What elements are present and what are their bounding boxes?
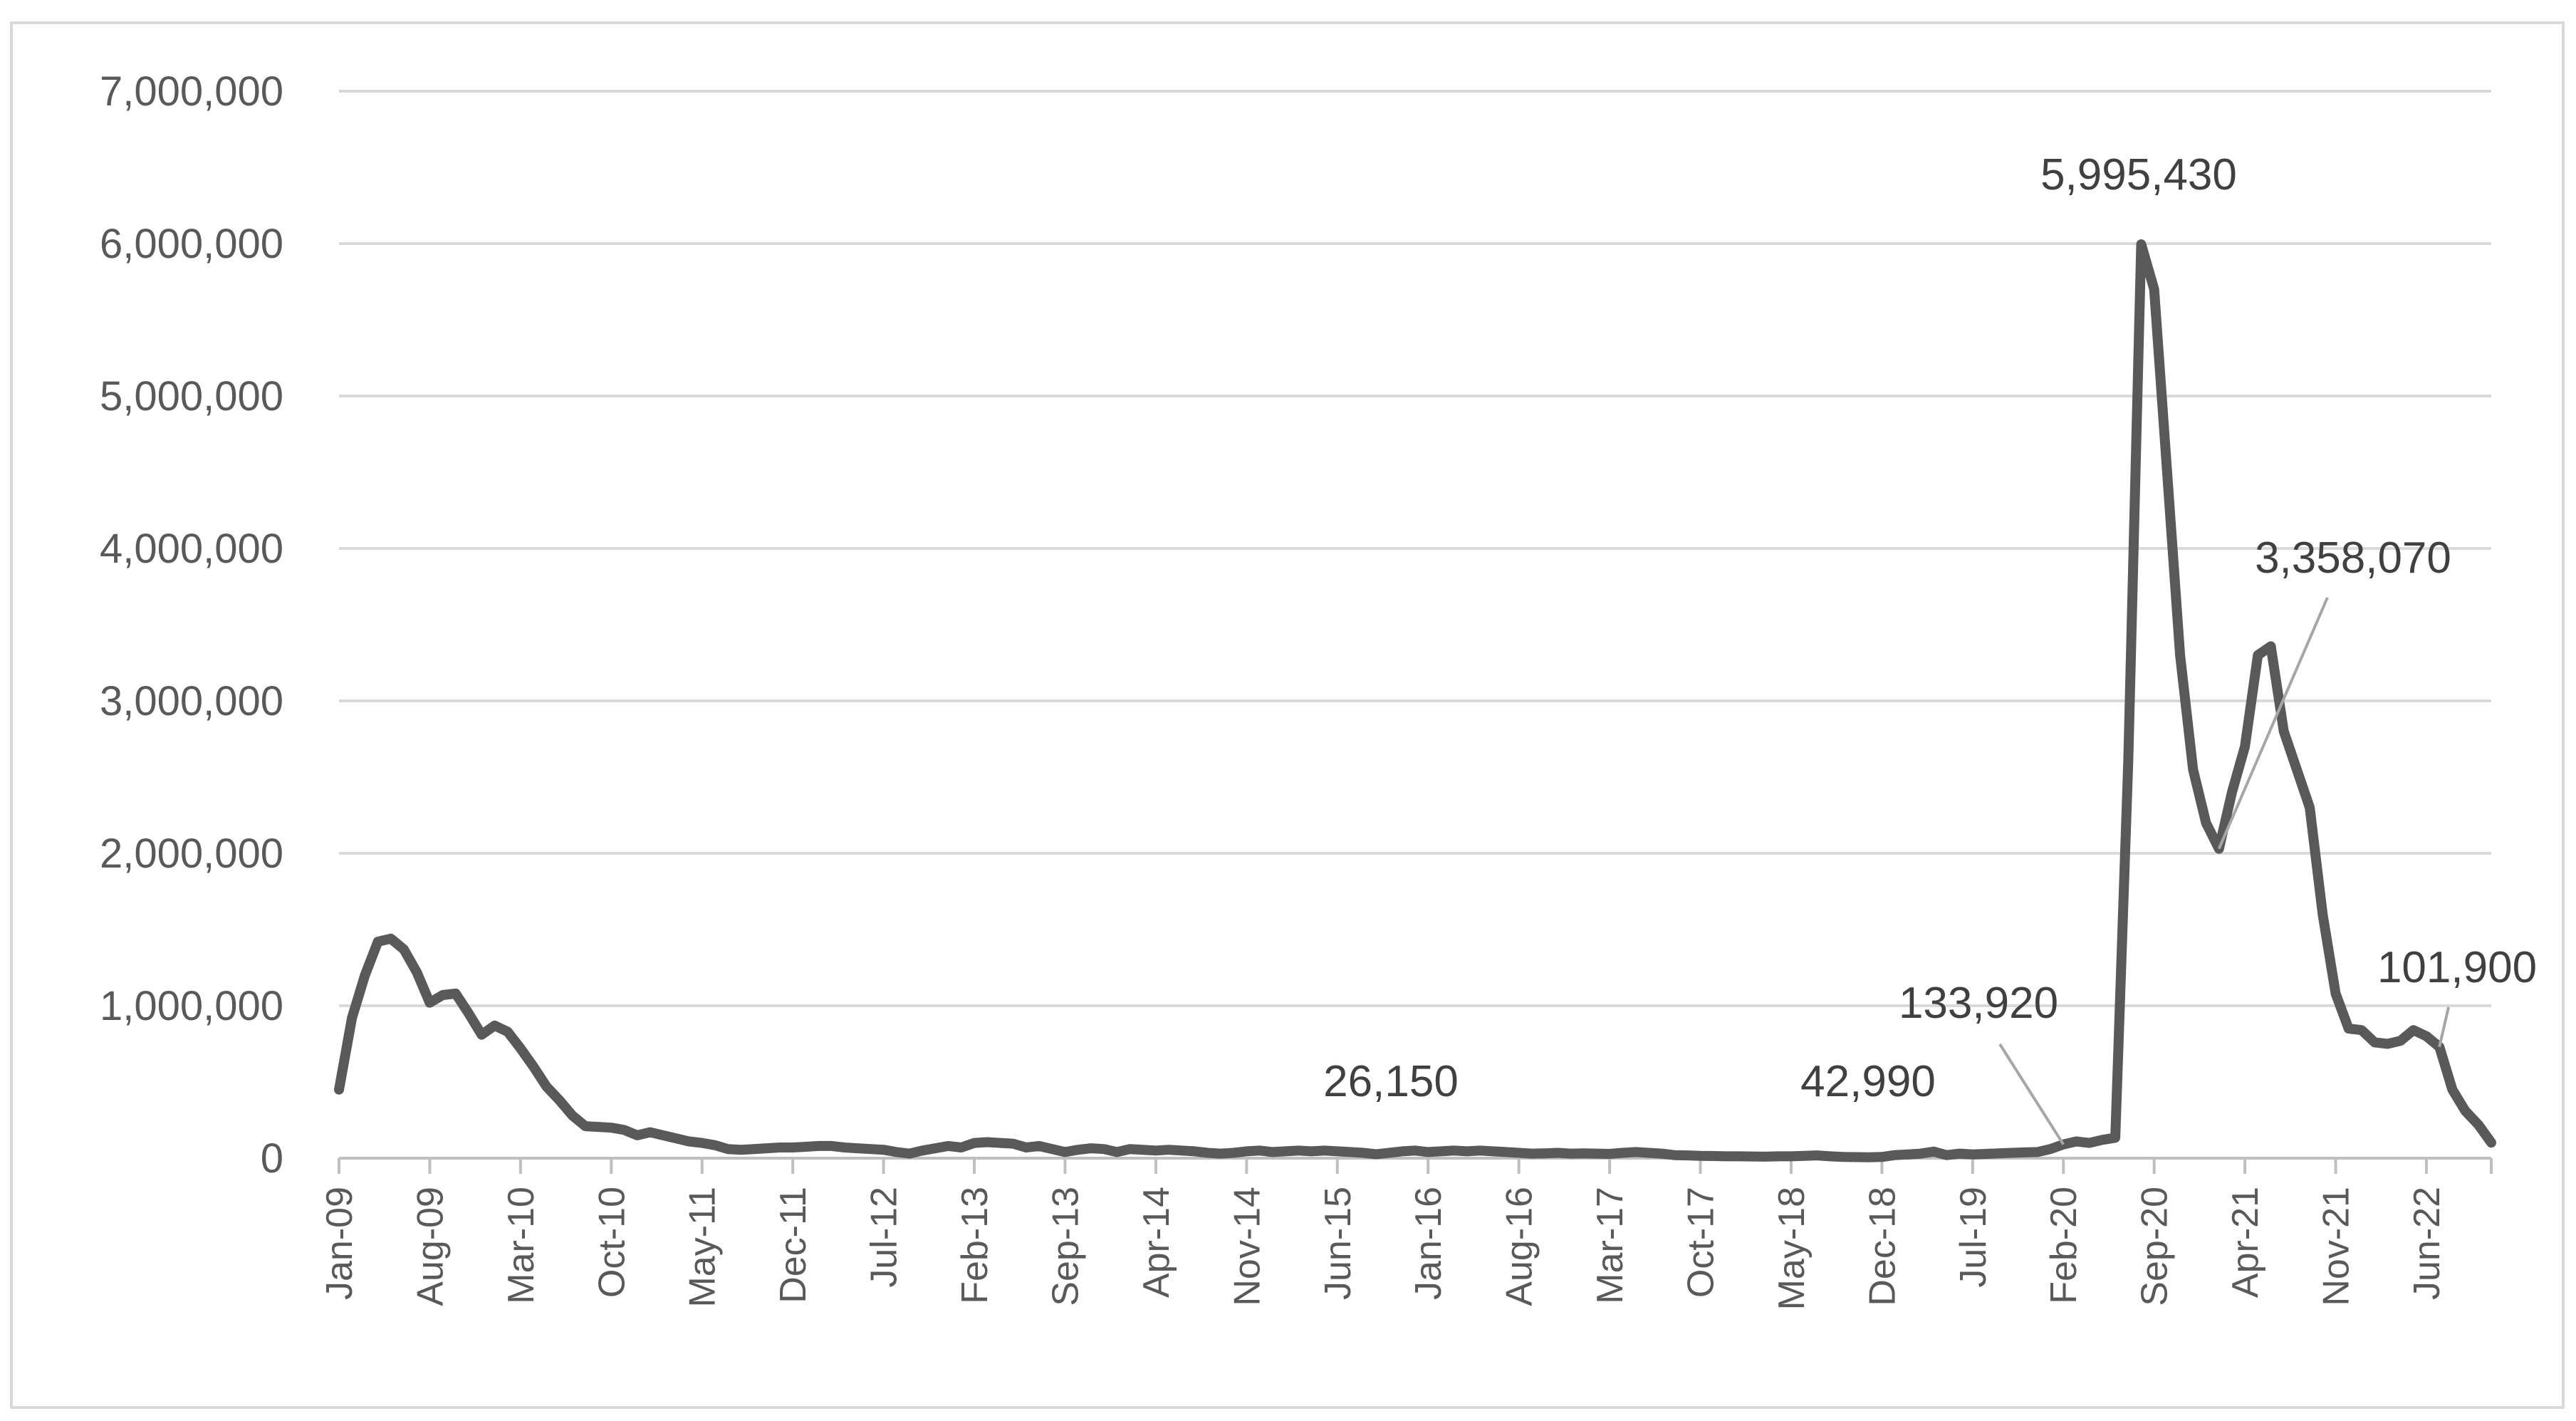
x-tick-label: Apr-14 xyxy=(1136,1187,1177,1298)
chart-frame: 0 1,000,000 2,000,000 3,000,000 4,000,000 5,0… xyxy=(10,21,2565,1409)
x-tick-label: Jun-15 xyxy=(1318,1187,1359,1300)
x-tick-label: Nov-14 xyxy=(1226,1187,1268,1306)
x-tick-label: Oct-17 xyxy=(1681,1187,1722,1298)
y-tick-label: 3,000,000 xyxy=(100,678,283,724)
x-tick-label: Mar-10 xyxy=(501,1187,542,1304)
y-tick-label: 6,000,000 xyxy=(100,221,283,267)
x-tick-label: Aug-09 xyxy=(410,1187,451,1306)
x-tick-label: Nov-21 xyxy=(2316,1187,2357,1306)
y-tick-label: 1,000,000 xyxy=(100,983,283,1029)
x-tick-label: Feb-20 xyxy=(2043,1187,2085,1304)
x-tick-label: Aug-16 xyxy=(1499,1187,1540,1306)
series-line xyxy=(334,239,2496,1162)
data-label: 3,358,070 xyxy=(2255,533,2451,583)
x-tick-label: May-18 xyxy=(1771,1187,1813,1310)
y-tick-label: 2,000,000 xyxy=(100,831,283,877)
y-tick-label: 5,000,000 xyxy=(100,373,283,420)
x-tick-label: Apr-21 xyxy=(2225,1187,2266,1298)
x-tick-label: Jul-12 xyxy=(864,1187,905,1288)
line-chart: 0 1,000,000 2,000,000 3,000,000 4,000,000 5,0… xyxy=(100,68,2537,1310)
y-tick-label: 7,000,000 xyxy=(100,68,283,115)
series-layer xyxy=(334,239,2496,1162)
x-tick-label: Oct-10 xyxy=(591,1187,632,1298)
annotation-leader xyxy=(1998,1043,2065,1145)
y-tick-label: 0 xyxy=(261,1135,283,1182)
data-label: 42,990 xyxy=(1800,1057,1936,1106)
x-tick-label: Jun-22 xyxy=(2406,1187,2448,1300)
x-tick-label: Jan-16 xyxy=(1408,1187,1449,1300)
x-tick-label: Sep-20 xyxy=(2134,1187,2176,1306)
annotations: 5,995,430 3,358,070 133,920 42,990 26,150 101… xyxy=(1323,150,2537,1145)
data-label: 101,900 xyxy=(2377,943,2537,992)
x-axis: Jan-09 Aug-09 Mar-10 Oct-10 May-11 Dec-11 Jul-… xyxy=(319,1157,2493,1310)
x-tick-label: Dec-18 xyxy=(1862,1187,1903,1306)
x-tick-label: May-11 xyxy=(682,1187,724,1308)
x-tick-label: Jul-19 xyxy=(1953,1187,1994,1288)
x-tick-label: Dec-11 xyxy=(773,1187,814,1303)
annotation-leader xyxy=(2217,597,2329,850)
x-tick-label: Mar-17 xyxy=(1590,1187,1631,1304)
annotation-leader xyxy=(2438,1006,2450,1048)
data-label: 5,995,430 xyxy=(2040,150,2237,199)
y-axis: 0 1,000,000 2,000,000 3,000,000 4,000,000 5,0… xyxy=(100,68,283,1182)
y-tick-label: 4,000,000 xyxy=(100,526,283,572)
x-tick-label: Sep-13 xyxy=(1045,1187,1086,1306)
data-label: 133,920 xyxy=(1899,979,2058,1028)
x-tick-label: Feb-13 xyxy=(954,1187,996,1304)
data-label: 26,150 xyxy=(1323,1057,1459,1106)
x-tick-label: Jan-09 xyxy=(319,1187,360,1300)
gridlines xyxy=(339,90,2491,1007)
